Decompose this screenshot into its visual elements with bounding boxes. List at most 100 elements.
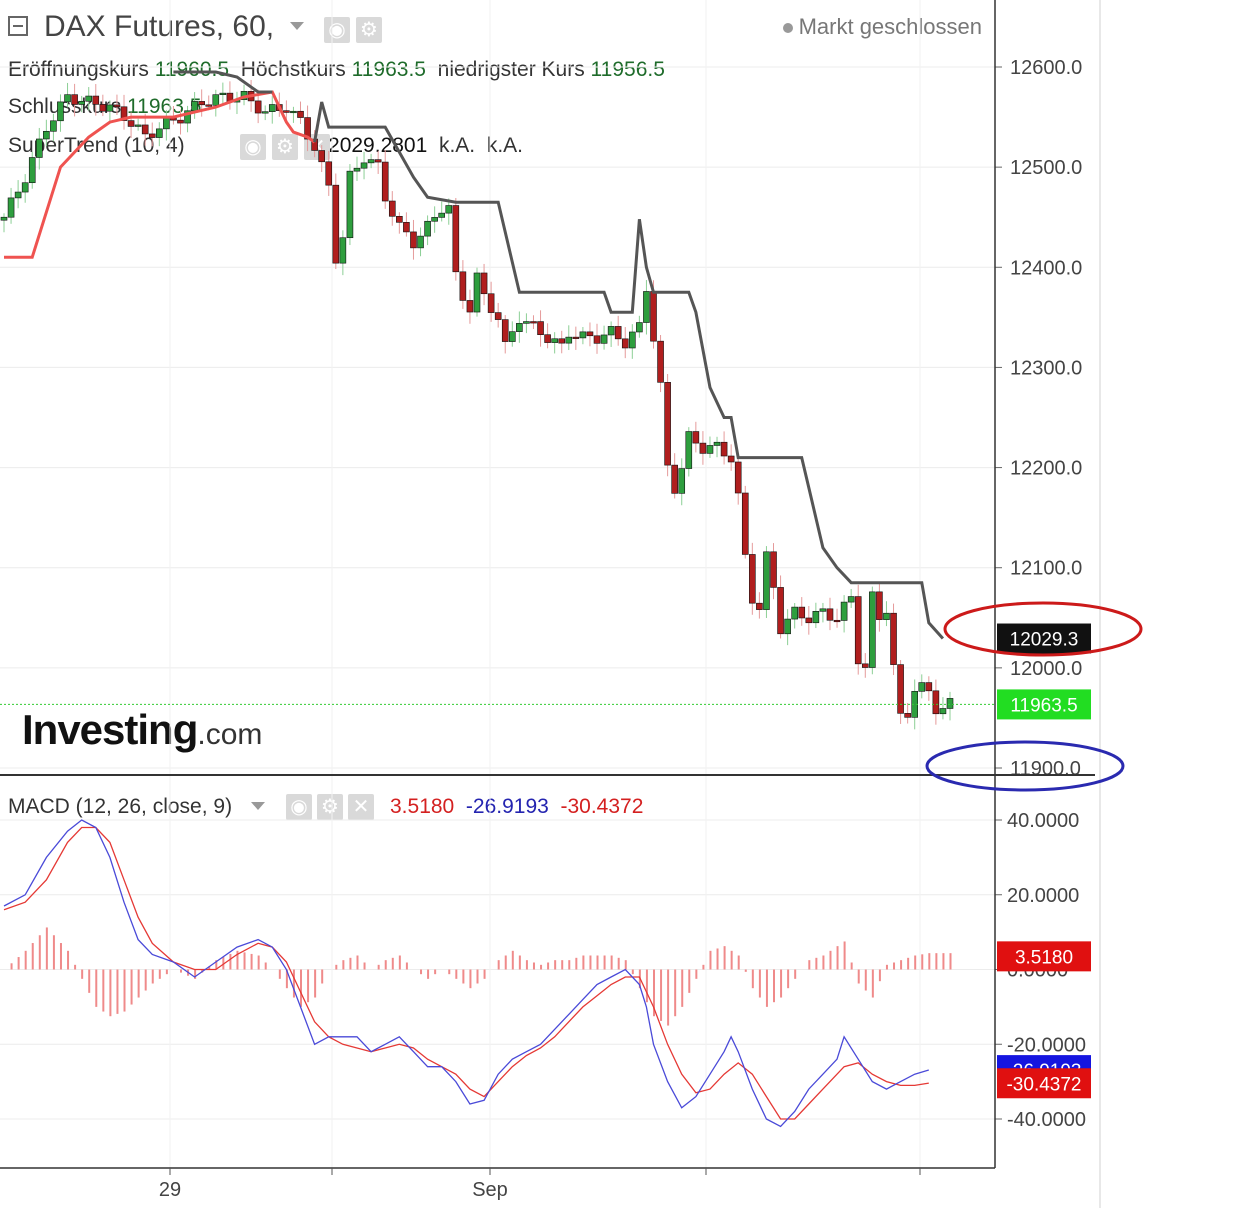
candle-body: [621, 338, 629, 349]
candle-body: [939, 708, 947, 715]
candle-body: [537, 321, 544, 335]
candle-body: [325, 161, 333, 186]
candle-body: [445, 205, 453, 214]
candle-body: [480, 272, 488, 295]
last-price-axis-tag: 11963.5: [1010, 695, 1077, 716]
time-axis-label: Sep: [472, 1179, 508, 1201]
candle-body: [261, 111, 269, 114]
candle-body: [431, 217, 438, 222]
candle-body: [756, 602, 763, 610]
macd-axis-label: -20.0000: [1007, 1034, 1086, 1056]
close-value: 11963.5: [127, 95, 202, 118]
candle-body: [487, 293, 495, 313]
close-icon[interactable]: ✕: [348, 794, 374, 820]
price-axis-label: 12500.0: [1010, 157, 1082, 179]
macd-signal-value: -30.4372: [560, 795, 644, 818]
candle-body: [290, 110, 297, 114]
macd-values: 3.5180 -26.9193 -30.4372: [390, 795, 643, 819]
annotation-red-ellipse: [943, 601, 1143, 657]
candle-body: [826, 608, 834, 621]
candle-body: [614, 326, 622, 340]
market-status-text: Markt geschlossen: [798, 14, 982, 39]
candle-body: [113, 104, 121, 108]
price-axis-label: 12200.0: [1010, 458, 1082, 480]
candle-body: [770, 551, 777, 588]
open-value: 11960.5: [154, 58, 230, 81]
gear-icon[interactable]: ⚙: [317, 794, 343, 820]
supertrend-line-down: [313, 101, 945, 640]
time-axis-label: 29: [159, 1179, 181, 1201]
collapse-icon[interactable]: [8, 16, 28, 36]
candle-body: [523, 321, 530, 324]
candle-body: [417, 235, 424, 249]
candle-body: [593, 335, 601, 344]
supertrend-na-1: k.A.: [438, 134, 476, 157]
candle-body: [650, 291, 657, 342]
candle-body: [57, 101, 64, 122]
annotation-blue-ellipse: [925, 740, 1125, 792]
low-label: niedrigster Kurs: [437, 58, 585, 81]
candle-body: [890, 612, 897, 665]
gear-icon[interactable]: ⚙: [272, 134, 298, 160]
candle-body: [530, 321, 537, 324]
candle-body: [713, 441, 721, 446]
candle-body: [198, 101, 205, 106]
candle-body: [494, 312, 502, 320]
candle-body: [219, 92, 227, 95]
candle-body: [833, 619, 841, 623]
macd-signal-axis-tag: -30.4372: [1006, 1074, 1081, 1095]
candle-body: [551, 338, 558, 343]
candle-body: [508, 331, 516, 342]
candle-body: [106, 104, 114, 112]
candle-body: [643, 291, 650, 323]
candle-body: [360, 162, 368, 169]
candle-body: [798, 606, 806, 619]
candle-body: [861, 663, 869, 668]
eye-icon[interactable]: ◉: [240, 134, 266, 160]
candle-body: [854, 596, 862, 665]
candle-body: [946, 698, 954, 709]
candle-body: [819, 608, 827, 612]
supertrend-na-2: k.A.: [486, 134, 524, 157]
candle-body: [777, 587, 784, 635]
candle-body: [156, 128, 163, 138]
gear-icon[interactable]: ⚙: [356, 17, 382, 43]
supertrend-line-up: [4, 90, 316, 259]
price-axis-label: 12400.0: [1010, 257, 1082, 279]
candle-body: [254, 100, 262, 114]
candle-body: [205, 104, 213, 107]
candle-body: [332, 184, 340, 264]
candle-body: [7, 197, 15, 218]
macd-signal-axis-tag-bg: [997, 1068, 1091, 1099]
candle-body: [184, 110, 191, 124]
macd-hist-value: 3.5180: [390, 795, 455, 818]
candle-body: [784, 618, 791, 635]
candle-body: [212, 94, 220, 106]
candle-body: [50, 120, 57, 132]
candle-body: [424, 220, 431, 237]
candle-body: [339, 237, 347, 264]
open-label: Eröffnungskurs: [8, 58, 149, 81]
axes: 12600.0 12500.0 12400.0 12300.0 12200.0 12100…: [0, 0, 1101, 1208]
dropdown-caret-icon[interactable]: [290, 22, 304, 30]
eye-icon[interactable]: ◉: [286, 794, 312, 820]
candle-body: [699, 442, 707, 454]
candle-body: [127, 120, 135, 127]
candle-body: [64, 94, 71, 103]
supertrend-line-down: [173, 70, 273, 94]
candle-body: [120, 106, 128, 121]
candle-body: [452, 205, 460, 273]
price-axis-label: 11900.0: [1010, 758, 1081, 780]
candle-body: [501, 319, 509, 342]
candle-body: [869, 591, 876, 668]
eye-icon[interactable]: ◉: [324, 17, 350, 43]
candle-body: [840, 601, 848, 621]
high-label: Höchstkurs: [240, 58, 346, 81]
dropdown-caret-icon[interactable]: [251, 802, 265, 810]
macd-line-value: -26.9193: [465, 795, 549, 818]
candle-body: [657, 340, 664, 383]
indicator-lines: [0, 70, 995, 1128]
candle-body: [925, 682, 933, 692]
